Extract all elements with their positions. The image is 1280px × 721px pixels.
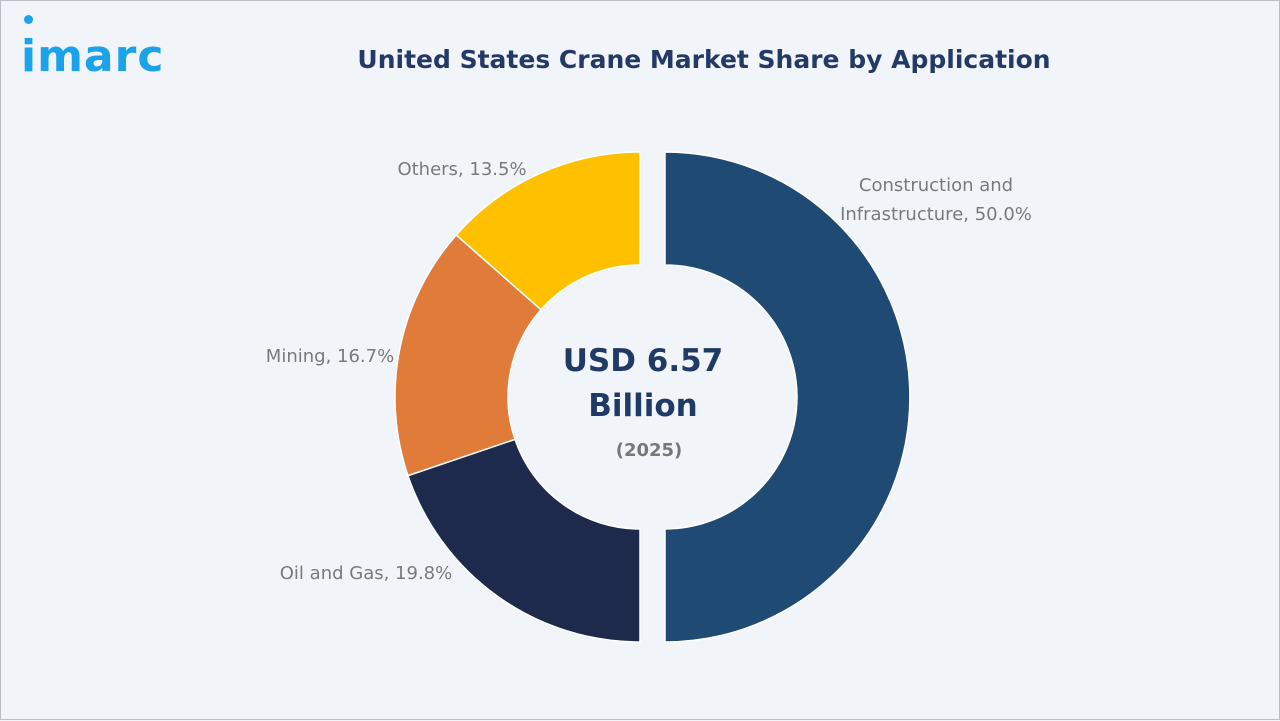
- center-value-line1: USD 6.57: [563, 343, 724, 379]
- slice-mining: [394, 233, 543, 477]
- slice-oil-and-gas: [407, 438, 641, 643]
- slice-label-mining: Mining, 16.7%: [266, 346, 394, 367]
- slice-label-line: Mining, 16.7%: [266, 346, 394, 367]
- slice-label-line: Construction and: [859, 175, 1013, 196]
- chart-title: United States Crane Market Share by Appl…: [357, 45, 1051, 74]
- slice-label-line: Oil and Gas, 19.8%: [280, 563, 452, 584]
- logo-dot: [24, 15, 33, 24]
- imarc-logo: imarc: [21, 35, 164, 79]
- logo-text: imarc: [21, 31, 165, 82]
- slice-construction-and-infrastructure: [664, 151, 911, 643]
- center-label: USD 6.57 Billion (2025): [563, 343, 724, 461]
- slice-labels: Construction and Infrastructure, 50.0% Oil…: [266, 159, 1032, 584]
- slice-label-line: Others, 13.5%: [397, 159, 526, 180]
- donut-slices: [394, 151, 911, 643]
- slice-label-others: Others, 13.5%: [397, 159, 526, 180]
- slice-others: [455, 151, 641, 311]
- center-value-line2: Billion: [588, 388, 698, 424]
- slice-label-construction-and-infrastructure: Construction and Infrastructure, 50.0%: [840, 175, 1032, 225]
- slice-label-oil-and-gas: Oil and Gas, 19.8%: [280, 563, 452, 584]
- slice-label-line: Infrastructure, 50.0%: [840, 204, 1032, 225]
- center-year: (2025): [616, 440, 683, 461]
